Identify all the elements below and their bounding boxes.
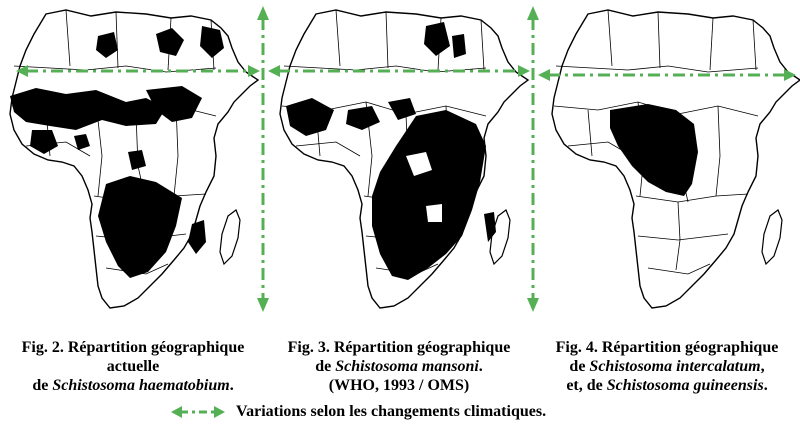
climate-variation-arrows	[26, 18, 786, 300]
caption-fig4-line2: de Schistosoma intercalatum,	[569, 358, 765, 375]
caption-fig3-line2: de Schistosoma mansoni.	[315, 358, 483, 375]
caption-fig3-line3: (WHO, 1993 / OMS)	[328, 377, 470, 394]
caption-fig4-line3: et, de Schistosoma guineensis.	[566, 377, 768, 394]
double-arrow-icon	[171, 406, 225, 418]
arrowheads	[16, 6, 796, 312]
mansoni-distribution-areas	[286, 22, 496, 280]
caption-fig3: Fig. 3. Répartition géographique de Schi…	[268, 338, 530, 395]
caption-fig2-line3: de Schistosoma haematobium.	[32, 377, 234, 394]
legend: Variations selon les changements climati…	[170, 400, 546, 424]
legend-label: Variations selon les changements climati…	[236, 403, 547, 420]
map-schistosoma-haematobium	[9, 9, 259, 309]
caption-fig2-line1: Fig. 2. Répartition géographique	[21, 339, 245, 356]
caption-fig2: Fig. 2. Répartition géographique actuell…	[2, 338, 264, 395]
caption-fig2-line2: actuelle	[106, 358, 160, 375]
map-schistosoma-intercalatum-guineensis	[551, 9, 800, 309]
intercalatum-distribution-area	[610, 104, 698, 196]
caption-fig4-line1: Fig. 4. Répartition géographique	[555, 339, 779, 356]
maps-panel	[9, 6, 800, 312]
haematobium-distribution-areas	[10, 26, 224, 278]
map-schistosoma-mansoni	[279, 9, 529, 309]
caption-fig3-line1: Fig. 3. Répartition géographique	[287, 339, 511, 356]
caption-fig4: Fig. 4. Répartition géographique de Schi…	[536, 338, 798, 395]
